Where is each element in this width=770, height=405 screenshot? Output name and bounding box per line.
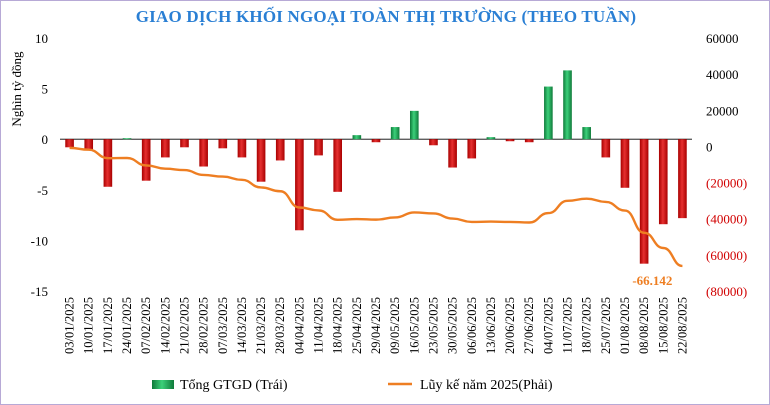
- x-tick-label: 10/01/2025: [82, 297, 96, 354]
- x-tick-label: 06/06/2025: [465, 297, 479, 354]
- right-tick-label: (60000): [706, 248, 747, 263]
- bar: [544, 86, 553, 140]
- bar: [429, 139, 438, 146]
- bar: [103, 139, 113, 187]
- bar: [582, 127, 591, 140]
- bar: [467, 139, 477, 159]
- bar: [141, 139, 151, 181]
- x-tick-label: 23/05/2025: [426, 297, 440, 354]
- line-layer: [69, 146, 683, 268]
- bar: [524, 139, 534, 143]
- x-tick-label: 04/04/2025: [292, 297, 306, 354]
- x-tick-label: 28/03/2025: [273, 297, 287, 354]
- x-tick-label: 28/02/2025: [197, 297, 211, 354]
- right-tick-label: 40000: [706, 67, 739, 82]
- line-end-label: -66.142: [632, 273, 672, 288]
- bar: [122, 138, 132, 140]
- right-tick-label: (20000): [706, 176, 747, 191]
- left-tick-label: 10: [35, 31, 48, 46]
- bar: [409, 110, 419, 140]
- legend-swatch-bar: [152, 380, 174, 389]
- x-tick-label: 11/07/2025: [561, 297, 575, 353]
- bar: [295, 139, 304, 231]
- left-tick-label: -10: [31, 233, 48, 248]
- x-tick-label: 18/04/2025: [331, 297, 345, 354]
- x-tick-label: 07/02/2025: [139, 297, 153, 354]
- labels-layer: 10 5 0 -5 -10 -15 60000 40000 20000 0 (20000) (4000…: [31, 31, 748, 354]
- right-tick-label: 20000: [706, 103, 739, 118]
- bar: [65, 139, 74, 148]
- right-tick-label: 60000: [706, 31, 739, 46]
- left-tick-label: -15: [31, 284, 48, 299]
- chart-title: GIAO DỊCH KHỐI NGOẠI TOÀN THỊ TRƯỜNG (TH…: [135, 7, 637, 26]
- right-tick-label: 0: [706, 139, 713, 154]
- x-tick-label: 21/03/2025: [254, 297, 268, 354]
- x-tick-label: 01/08/2025: [618, 297, 632, 354]
- bar: [275, 139, 285, 161]
- bars-layer: [65, 70, 687, 264]
- x-tick-label: 22/08/2025: [675, 297, 689, 354]
- x-tick-label: 29/04/2025: [369, 297, 383, 354]
- left-tick-label: 5: [42, 82, 49, 97]
- bar: [620, 139, 630, 188]
- bar: [199, 139, 208, 167]
- right-tick-label: (40000): [706, 212, 747, 227]
- left-tick-label: -5: [37, 183, 48, 198]
- bar: [390, 127, 400, 140]
- x-tick-label: 09/05/2025: [388, 297, 402, 354]
- bar: [563, 70, 572, 140]
- bar: [333, 139, 343, 192]
- x-tick-label: 07/03/2025: [216, 297, 230, 354]
- bar: [639, 139, 649, 264]
- legend-label-bar: Tổng GTGD (Trái): [180, 378, 288, 393]
- x-tick-label: 11/04/2025: [312, 297, 326, 353]
- bar: [218, 139, 228, 149]
- series-line: [69, 146, 683, 268]
- left-tick-label: 0: [42, 132, 49, 147]
- x-tick-label: 18/07/2025: [580, 297, 594, 354]
- x-tick-label: 24/01/2025: [120, 297, 134, 354]
- bar: [371, 139, 381, 143]
- x-tick-label: 20/06/2025: [503, 297, 517, 354]
- right-tick-label: (80000): [706, 284, 747, 299]
- bar: [505, 139, 515, 142]
- bar: [352, 135, 362, 140]
- bar: [84, 139, 94, 150]
- bar: [161, 139, 170, 158]
- x-tick-label: 03/01/2025: [63, 297, 77, 354]
- x-tick-label: 08/08/2025: [637, 297, 651, 354]
- bar: [237, 139, 247, 158]
- x-tick-label: 14/03/2025: [235, 297, 249, 354]
- x-tick-label: 25/04/2025: [350, 297, 364, 354]
- bar: [486, 137, 496, 140]
- bar: [256, 139, 266, 182]
- x-tick-label: 14/02/2025: [158, 297, 172, 354]
- legend-layer: Tổng GTGD (Trái) Lũy kế năm 2025(Phải): [152, 378, 553, 393]
- x-tick-label: 04/07/2025: [541, 297, 555, 354]
- x-tick-label: 13/06/2025: [484, 297, 498, 354]
- x-tick-label: 25/07/2025: [599, 297, 613, 354]
- legend-label-line: Lũy kế năm 2025(Phải): [420, 378, 553, 393]
- bar: [678, 139, 687, 219]
- x-tick-label: 15/08/2025: [656, 297, 670, 354]
- x-tick-label: 16/05/2025: [407, 297, 421, 354]
- bar: [180, 139, 189, 148]
- bar: [601, 139, 611, 158]
- x-tick-label: 17/01/2025: [101, 297, 115, 354]
- bar: [658, 139, 668, 225]
- bar: [448, 139, 457, 168]
- x-tick-label: 27/06/2025: [522, 297, 536, 354]
- x-tick-label: 30/05/2025: [446, 297, 460, 354]
- bar: [314, 139, 323, 156]
- x-tick-label: 21/02/2025: [177, 297, 191, 354]
